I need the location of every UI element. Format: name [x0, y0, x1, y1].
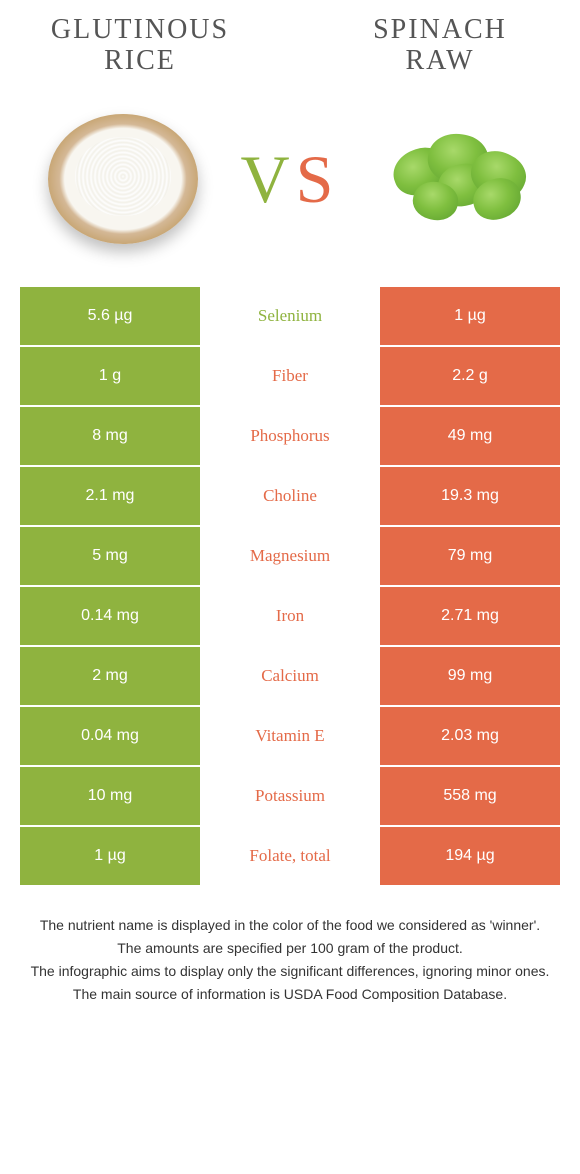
- left-value-cell: 0.14 mg: [20, 587, 200, 645]
- table-row: 8 mgPhosphorus49 mg: [20, 407, 560, 465]
- left-value-cell: 1 µg: [20, 827, 200, 885]
- right-value-cell: 2.03 mg: [380, 707, 560, 765]
- right-value-cell: 19.3 mg: [380, 467, 560, 525]
- right-food-image: [380, 102, 535, 257]
- footer-line-4: The main source of information is USDA F…: [30, 984, 550, 1005]
- left-value-cell: 2 mg: [20, 647, 200, 705]
- left-value-cell: 5 mg: [20, 527, 200, 585]
- footer-line-3: The infographic aims to display only the…: [30, 961, 550, 982]
- images-row: VS: [20, 102, 560, 257]
- footer-line-2: The amounts are specified per 100 gram o…: [30, 938, 550, 959]
- nutrient-name-cell: Iron: [202, 587, 378, 645]
- right-value-cell: 2.71 mg: [380, 587, 560, 645]
- left-value-cell: 1 g: [20, 347, 200, 405]
- right-value-cell: 1 µg: [380, 287, 560, 345]
- left-food-title: Glutinous rice: [40, 15, 240, 77]
- table-row: 1 µgFolate, total194 µg: [20, 827, 560, 885]
- nutrient-table: 5.6 µgSelenium1 µg1 gFiber2.2 g8 mgPhosp…: [20, 287, 560, 885]
- infographic-container: Glutinous rice Spinach raw VS 5.6 µgSele…: [0, 0, 580, 1047]
- table-row: 0.14 mgIron2.71 mg: [20, 587, 560, 645]
- table-row: 2 mgCalcium99 mg: [20, 647, 560, 705]
- right-value-cell: 79 mg: [380, 527, 560, 585]
- rice-bowl-icon: [48, 114, 198, 244]
- right-value-cell: 49 mg: [380, 407, 560, 465]
- left-title-line2: rice: [104, 45, 176, 76]
- right-value-cell: 99 mg: [380, 647, 560, 705]
- table-row: 10 mgPotassium558 mg: [20, 767, 560, 825]
- table-row: 1 gFiber2.2 g: [20, 347, 560, 405]
- right-title-line2: raw: [405, 45, 474, 76]
- table-row: 2.1 mgCholine19.3 mg: [20, 467, 560, 525]
- left-food-image: [45, 102, 200, 257]
- nutrient-name-cell: Folate, total: [202, 827, 378, 885]
- nutrient-name-cell: Calcium: [202, 647, 378, 705]
- nutrient-name-cell: Phosphorus: [202, 407, 378, 465]
- nutrient-name-cell: Potassium: [202, 767, 378, 825]
- nutrient-name-cell: Selenium: [202, 287, 378, 345]
- titles-row: Glutinous rice Spinach raw: [20, 15, 560, 77]
- table-row: 5 mgMagnesium79 mg: [20, 527, 560, 585]
- right-food-title: Spinach raw: [340, 15, 540, 77]
- table-row: 5.6 µgSelenium1 µg: [20, 287, 560, 345]
- nutrient-name-cell: Fiber: [202, 347, 378, 405]
- footer-line-1: The nutrient name is displayed in the co…: [30, 915, 550, 936]
- nutrient-name-cell: Vitamin E: [202, 707, 378, 765]
- left-value-cell: 2.1 mg: [20, 467, 200, 525]
- left-title-line1: Glutinous: [51, 14, 229, 45]
- spinach-icon: [383, 124, 533, 234]
- nutrient-name-cell: Magnesium: [202, 527, 378, 585]
- right-value-cell: 2.2 g: [380, 347, 560, 405]
- left-value-cell: 10 mg: [20, 767, 200, 825]
- vs-letter-v: V: [241, 141, 296, 217]
- vs-letter-s: S: [296, 141, 340, 217]
- right-value-cell: 194 µg: [380, 827, 560, 885]
- left-value-cell: 5.6 µg: [20, 287, 200, 345]
- table-row: 0.04 mgVitamin E2.03 mg: [20, 707, 560, 765]
- vs-label: VS: [241, 140, 340, 219]
- left-value-cell: 0.04 mg: [20, 707, 200, 765]
- nutrient-name-cell: Choline: [202, 467, 378, 525]
- left-value-cell: 8 mg: [20, 407, 200, 465]
- footer-notes: The nutrient name is displayed in the co…: [20, 915, 560, 1005]
- right-title-line1: Spinach: [373, 14, 507, 45]
- right-value-cell: 558 mg: [380, 767, 560, 825]
